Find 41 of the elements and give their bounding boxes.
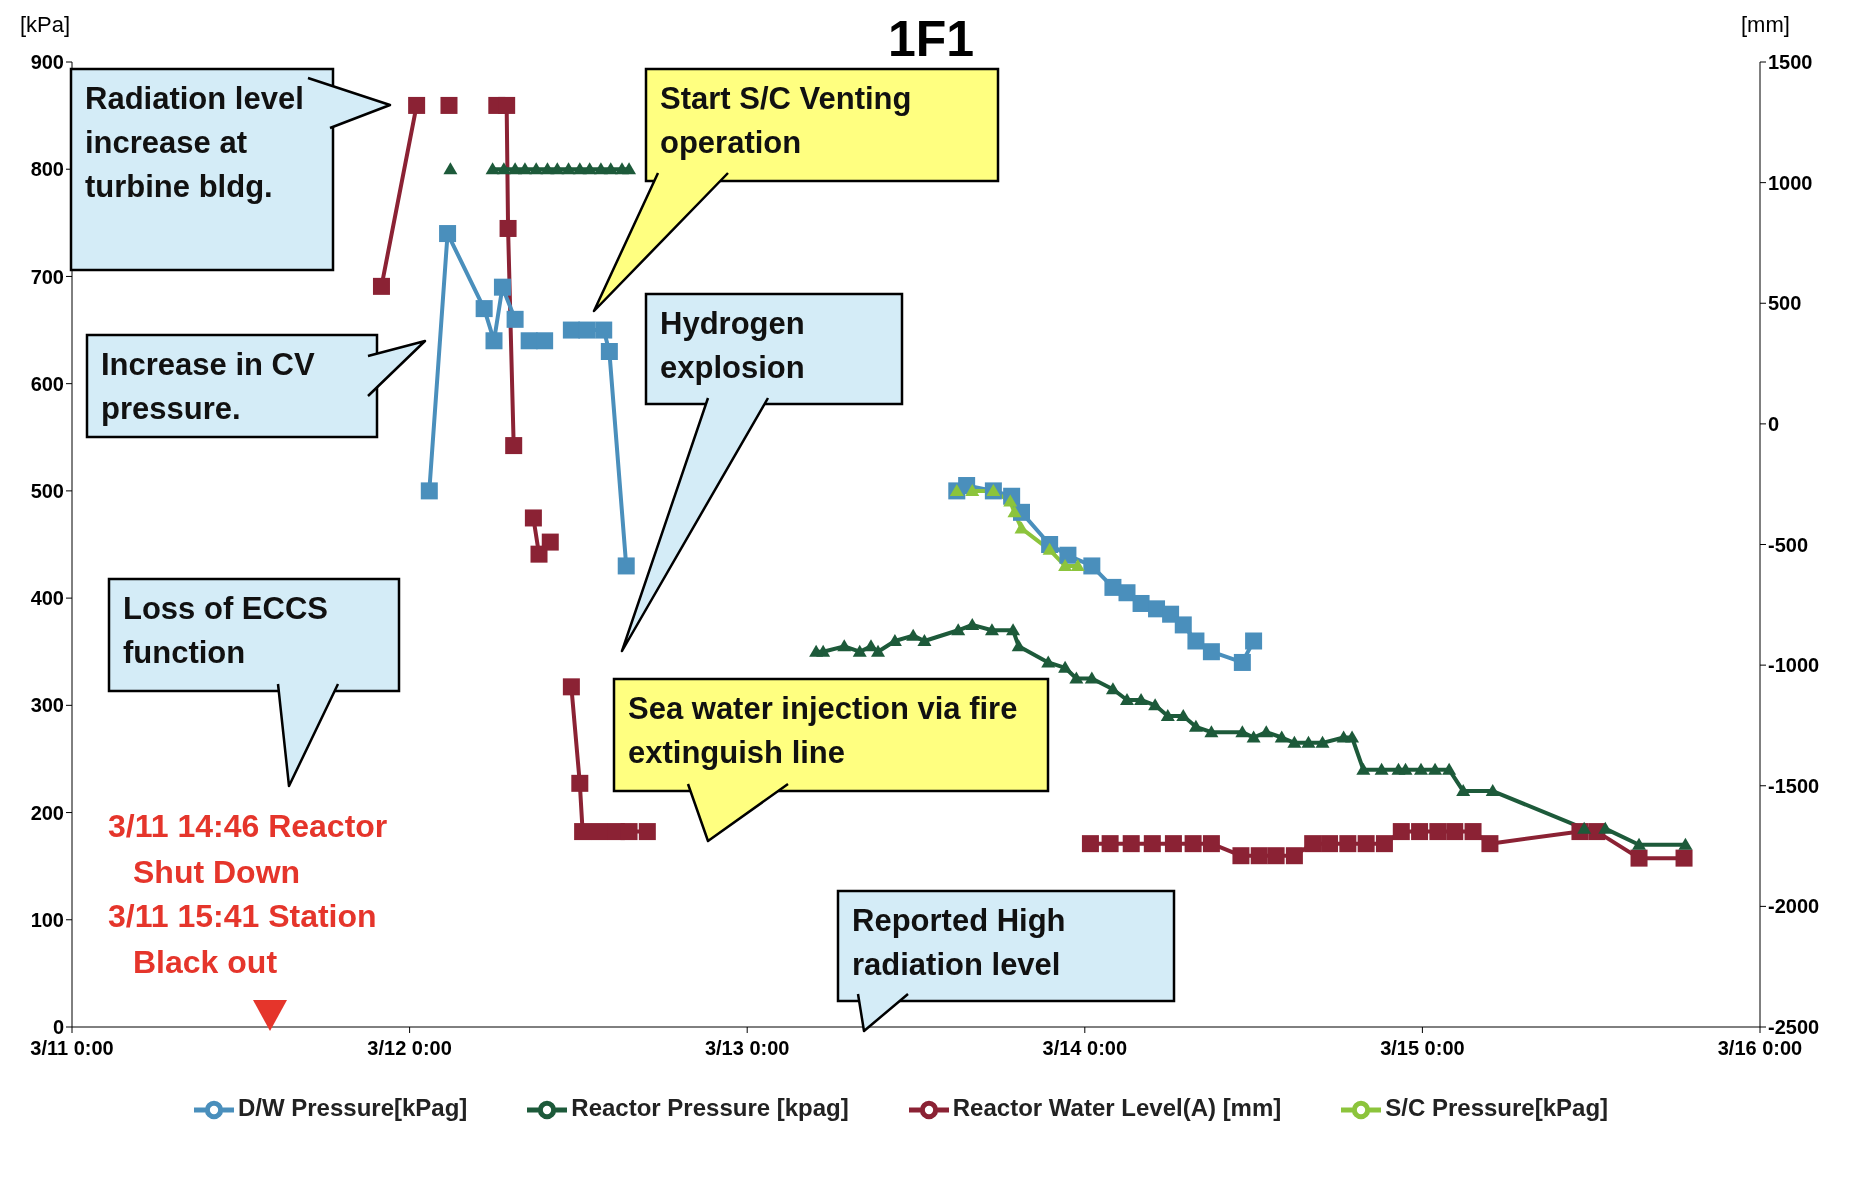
y-tick-label: 600	[30, 372, 64, 395]
y2-tick-label: 0	[1768, 412, 1780, 435]
annotation: Increase in CV pressure.	[87, 335, 377, 439]
legend-label: S/C Pressure[kPag]	[1385, 1094, 1609, 1122]
annotation: 3/11 15:41 Station Black out	[108, 897, 378, 982]
y-tick-label: 700	[30, 265, 64, 288]
annotation: Loss of ECCS function	[122, 590, 329, 672]
y2-tick-label: 1000	[1768, 171, 1813, 194]
y2-axis-title: [mm]	[1741, 12, 1790, 38]
annotation: Radiation level increase at turbine bldg.	[84, 80, 305, 206]
y-tick-label: 900	[30, 51, 64, 74]
x-tick-label: 3/12 0:00	[367, 1037, 452, 1060]
annotation: Start S/C Venting operation	[659, 80, 913, 162]
y2-tick-label: 1500	[1768, 51, 1813, 74]
y2-tick-label: -500	[1768, 533, 1809, 556]
annotation: 3/11 14:46 Reactor Shut Down	[108, 807, 389, 892]
y-axis-title: [kPa]	[20, 12, 71, 38]
y-tick-label: 500	[30, 479, 64, 502]
x-tick-label: 3/11 0:00	[30, 1037, 114, 1060]
y2-tick-label: 500	[1768, 292, 1802, 315]
y-tick-label: 300	[30, 694, 64, 717]
annotation: Hydrogen explosion	[659, 305, 806, 387]
y2-tick-label: -1000	[1768, 654, 1820, 677]
x-tick-label: 3/14 0:00	[1042, 1037, 1128, 1060]
y-tick-label: 100	[30, 908, 64, 931]
chart-title: 1F1	[887, 11, 975, 67]
y-tick-label: 0	[52, 1016, 64, 1039]
y-tick-label: 200	[30, 801, 64, 824]
y-tick-label: 400	[30, 587, 64, 610]
annotation: Sea water injection via fire extinguish line	[627, 690, 1019, 772]
x-tick-label: 3/15 0:00	[1380, 1037, 1465, 1060]
y2-tick-label: -2500	[1768, 1016, 1820, 1039]
annotation: Reported High radiation level	[851, 902, 1067, 984]
x-tick-label: 3/16 0:00	[1717, 1037, 1803, 1060]
legend-label: D/W Pressure[kPag]	[237, 1094, 468, 1122]
y2-tick-label: -2000	[1768, 895, 1820, 918]
y-tick-label: 800	[30, 158, 64, 181]
legend-label: Reactor Water Level(A) [mm]	[952, 1094, 1282, 1122]
legend-label: Reactor Pressure [kpag]	[571, 1094, 849, 1122]
x-tick-label: 3/13 0:00	[704, 1037, 790, 1060]
y2-tick-label: -1500	[1768, 774, 1820, 797]
